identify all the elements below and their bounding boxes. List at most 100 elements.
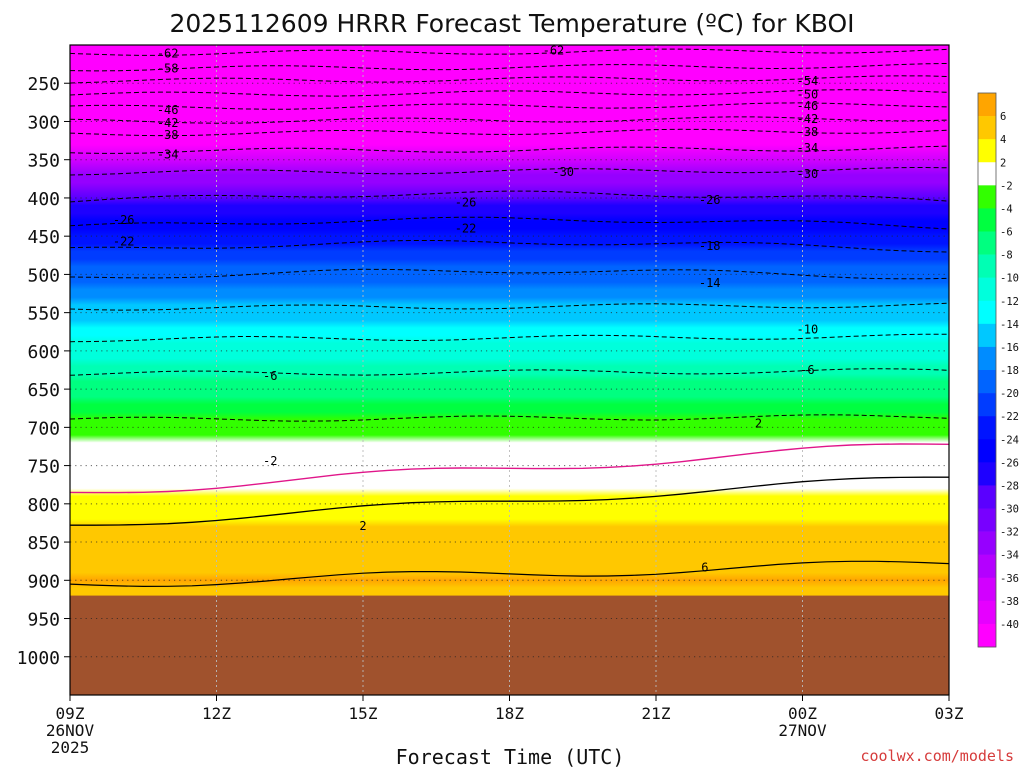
contour-lines: [70, 48, 949, 422]
contour-label: -6: [800, 363, 814, 377]
colorbar-band: [978, 162, 996, 186]
y-tick-label: 400: [27, 189, 60, 210]
svg-text:-62: -62: [543, 43, 565, 57]
colorbar: 6 4 2 -2 -4 -6 -8 -10 -12 -14 -16 -18 -20 -22 -24 -26 -2…: [977, 92, 1019, 648]
isotherm-contour: [70, 128, 949, 137]
isotherm-contour: [70, 48, 949, 56]
contour-2c-line: [70, 476, 949, 526]
contour-label: 2: [359, 519, 366, 533]
colorbar-label: 6: [1000, 111, 1006, 123]
svg-text:-42: -42: [797, 112, 819, 126]
x-tick-label: 15Z: [349, 704, 378, 723]
svg-text:-18: -18: [699, 239, 721, 253]
contour-label: -54: [797, 74, 819, 88]
svg-text:-38: -38: [797, 125, 819, 139]
contour-label: -10: [797, 322, 819, 336]
colorbar-label: -14: [1000, 319, 1019, 331]
isotherm-contour: [70, 414, 949, 422]
isotherm-contour: [70, 216, 949, 230]
svg-text:-26: -26: [113, 213, 135, 227]
contour-label: -18: [699, 239, 721, 253]
colorbar-label: -36: [1000, 573, 1019, 585]
contour-6c-line: [70, 560, 949, 588]
x-tick-label: 00Z: [788, 704, 817, 723]
isotherm-contour: [70, 75, 949, 84]
colorbar-band: [978, 531, 996, 555]
y-tick-label: 850: [27, 533, 60, 554]
svg-text:-22: -22: [455, 222, 477, 236]
colorbar-band: [978, 93, 996, 117]
y-tick-label: 300: [27, 112, 60, 133]
y-tick-label: 900: [27, 571, 60, 592]
grid-lines: [70, 45, 949, 695]
svg-text:-34: -34: [157, 147, 179, 161]
colorbar-band: [978, 600, 996, 625]
colorbar-band: [978, 346, 996, 371]
credit-text: coolwx.com/models: [860, 747, 1014, 765]
contour-label: -34: [797, 141, 819, 155]
svg-text:-34: -34: [797, 141, 819, 155]
svg-text:-50: -50: [797, 88, 819, 102]
plot-area: [70, 45, 949, 695]
colorbar-label: -28: [1000, 480, 1019, 492]
svg-text:6: 6: [701, 560, 708, 574]
colorbar-label: -18: [1000, 365, 1019, 377]
y-tick-label: 250: [27, 74, 60, 95]
contour-label: -14: [699, 276, 721, 290]
contour-label: -62: [543, 43, 565, 57]
y-tick-label: 750: [27, 457, 60, 478]
svg-text:-38: -38: [157, 128, 179, 142]
colorbar-label: -16: [1000, 342, 1019, 354]
colorbar-label: -32: [1000, 527, 1019, 539]
svg-text:-30: -30: [797, 167, 819, 181]
x-axis-label: Forecast Time (UTC): [396, 745, 625, 768]
contour-label: -46: [797, 99, 819, 113]
svg-text:2: 2: [359, 519, 366, 533]
svg-text:-54: -54: [797, 74, 819, 88]
colorbar-label: -38: [1000, 596, 1019, 608]
contour-label: -34: [157, 147, 179, 161]
colorbar-label: -22: [1000, 411, 1019, 423]
svg-text:-26: -26: [455, 196, 477, 210]
isotherm-contour: [70, 166, 949, 176]
x-tick-label: 18Z: [495, 704, 524, 723]
colorbar-band: [978, 577, 996, 602]
y-tick-label: 1000: [17, 648, 60, 669]
colorbar-band: [978, 231, 996, 255]
isotherm-contour: [70, 116, 949, 124]
colorbar-band: [978, 554, 996, 579]
isotherm-contour: [70, 268, 949, 280]
colorbar-frame: [977, 92, 997, 648]
colorbar-band: [978, 323, 996, 348]
isotherm-contour: [70, 62, 949, 72]
svg-text:-6: -6: [800, 363, 814, 377]
colorbar-label: -40: [1000, 619, 1019, 631]
contour-label: -50: [797, 88, 819, 102]
svg-text:-30: -30: [552, 165, 574, 179]
colorbar-label: 4: [1000, 134, 1006, 146]
colorbar-band: [978, 370, 996, 394]
colorbar-band: [978, 300, 996, 325]
colorbar-label: 2: [1000, 157, 1006, 169]
colorbar-band: [978, 439, 996, 463]
isotherm-contour: [70, 333, 949, 343]
colorbar-band: [978, 208, 996, 232]
contour-label: 2: [755, 417, 762, 431]
colorbar-label: -34: [1000, 550, 1019, 562]
isotherm-contour: [70, 89, 949, 97]
isotherm-contour: [70, 368, 949, 376]
svg-text:-2: -2: [263, 454, 277, 468]
contour-label: -26: [699, 193, 721, 207]
contour-label: -30: [797, 167, 819, 181]
svg-text:-42: -42: [157, 116, 179, 130]
y-tick-label: 650: [27, 380, 60, 401]
colorbar-label: -2: [1000, 180, 1013, 192]
contour-label: -6: [263, 369, 277, 383]
svg-text:-6: -6: [263, 369, 277, 383]
contour-label: -62: [157, 46, 179, 60]
x-tick-year: 2025: [51, 738, 90, 757]
svg-text:-22: -22: [113, 235, 135, 249]
colorbar-band: [978, 277, 996, 302]
svg-text:-14: -14: [699, 276, 721, 290]
